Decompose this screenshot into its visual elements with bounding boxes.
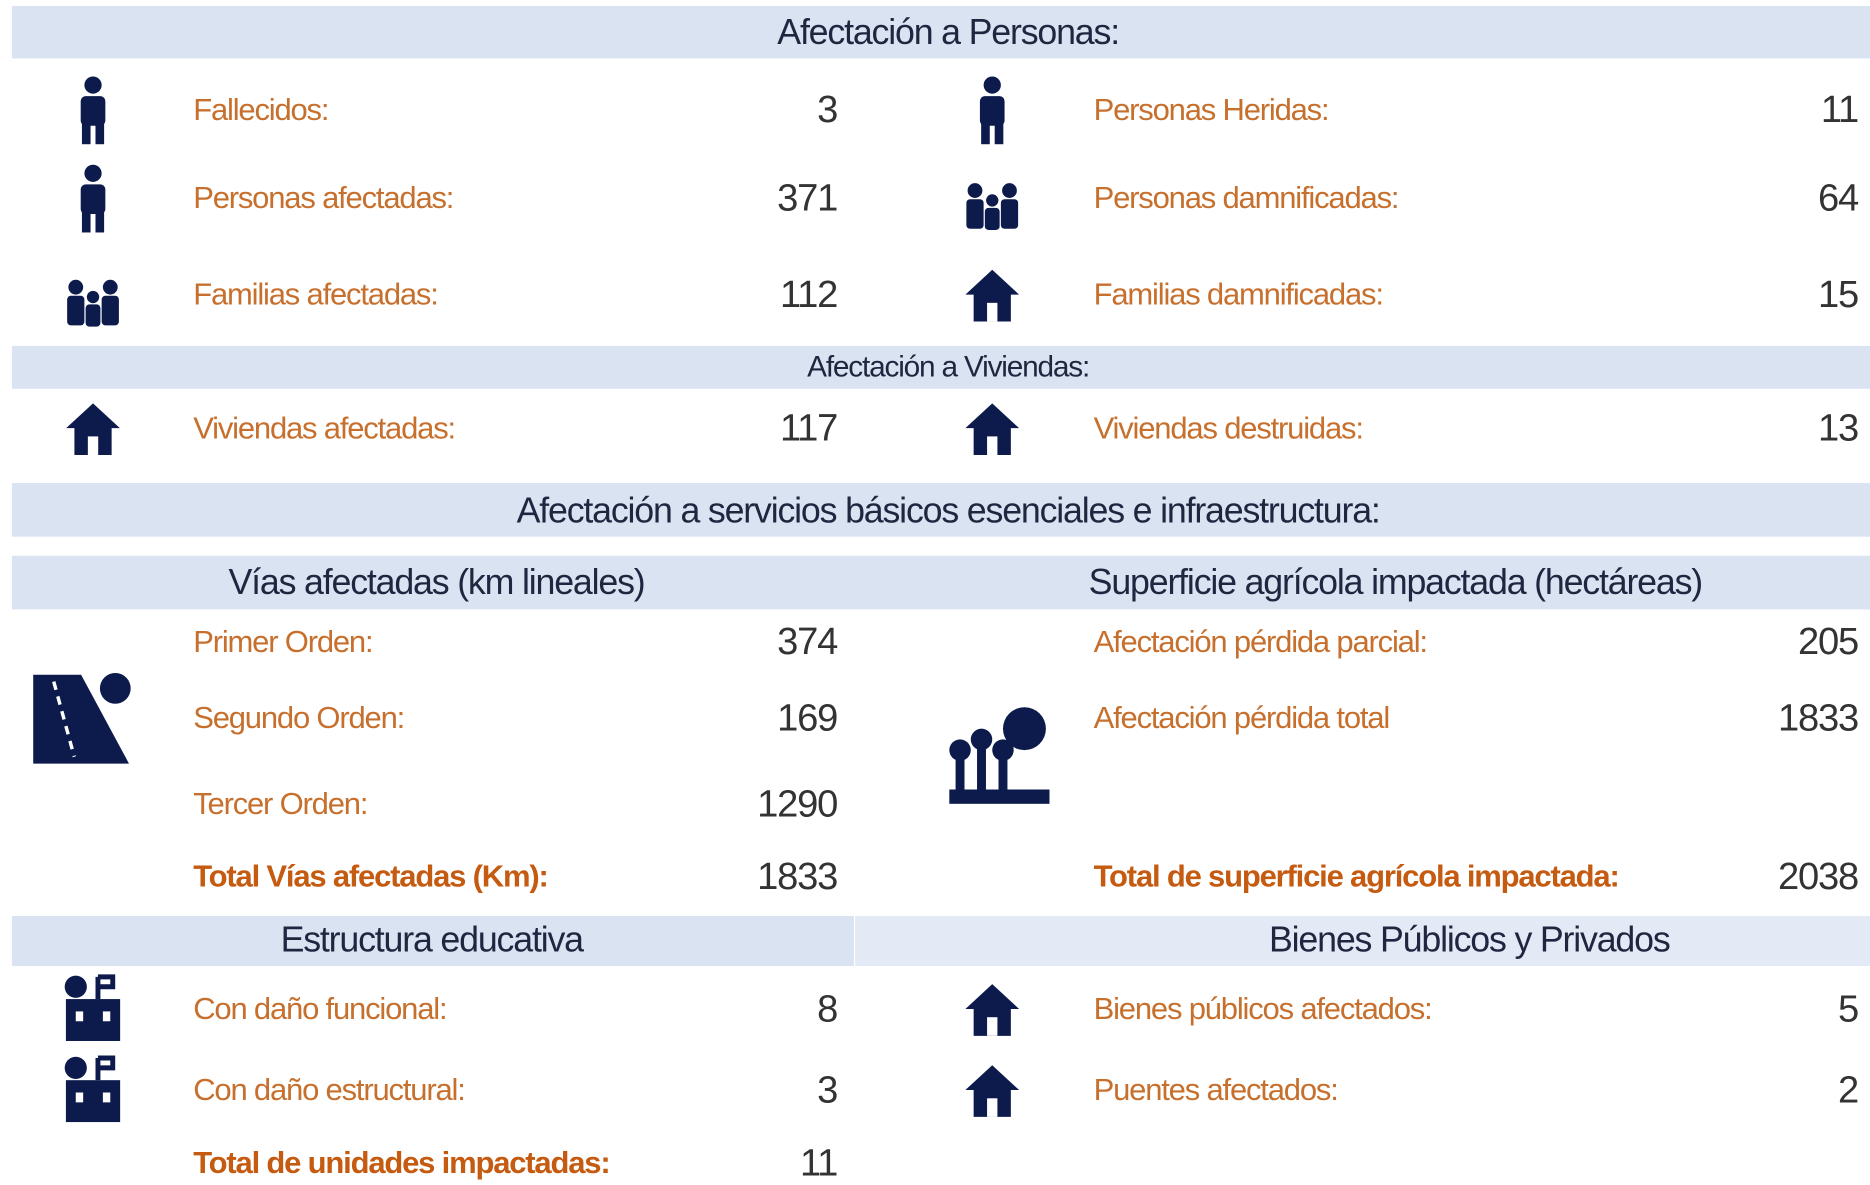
- row-label: Segundo Orden:: [193, 699, 405, 736]
- icon: [965, 984, 1020, 1036]
- icon: [64, 1055, 121, 1123]
- icon: [965, 403, 1020, 456]
- icon: [966, 183, 1019, 231]
- section-band: [855, 915, 1870, 967]
- row-value: 3: [817, 1067, 838, 1111]
- icon: [80, 164, 106, 233]
- section-title: Vías afectadas (km lineales): [228, 562, 645, 603]
- row-label: Fallecidos:: [193, 91, 329, 128]
- icon: [64, 974, 121, 1041]
- row-value: 11: [1820, 87, 1859, 131]
- row-value: 1290: [757, 781, 838, 825]
- row-value: 371: [777, 175, 838, 219]
- icon: [66, 403, 120, 456]
- row-label: Total de unidades impactadas:: [193, 1144, 610, 1181]
- row-label: Personas damnificadas:: [1093, 179, 1400, 216]
- icon: [80, 76, 106, 145]
- row-label: Total de superficie agrícola impactada:: [1093, 858, 1620, 894]
- icon: [965, 269, 1020, 322]
- row-label: Familias afectadas:: [193, 276, 439, 312]
- row-label: Afectación pérdida parcial:: [1093, 623, 1428, 659]
- row-label: Primer Orden:: [193, 623, 373, 659]
- row-value: 3: [817, 87, 838, 131]
- row-label: Personas afectadas:: [193, 179, 454, 216]
- row-label: Bienes públicos afectados:: [1093, 990, 1433, 1027]
- section-title: Estructura educativa: [280, 920, 585, 961]
- row-value: 15: [1818, 272, 1859, 316]
- row-value: 117: [779, 406, 838, 450]
- row-label: Puentes afectados:: [1093, 1071, 1339, 1108]
- row-value: 13: [1818, 406, 1859, 450]
- section-title: Afectación a Viviendas:: [807, 350, 1090, 384]
- row-value: 11: [799, 1140, 838, 1184]
- icon: [949, 707, 1050, 804]
- row-label: Viviendas afectadas:: [193, 409, 456, 446]
- icon: [965, 1065, 1020, 1117]
- row-value: 1833: [757, 854, 838, 898]
- row-label: Con daño estructural:: [193, 1071, 466, 1108]
- icon: [67, 279, 119, 327]
- row-value: 169: [777, 695, 838, 739]
- section-title: Afectación a servicios básicos esenciale…: [516, 491, 1381, 531]
- row-label: Viviendas destruidas:: [1093, 409, 1364, 446]
- section-band: [11, 345, 1870, 389]
- section-band: [11, 915, 854, 967]
- row-label: Personas Heridas:: [1093, 91, 1330, 128]
- section-band: [11, 5, 1870, 59]
- icon: [33, 672, 131, 764]
- row-value: 2038: [1777, 854, 1859, 898]
- row-value: 112: [779, 272, 838, 316]
- row-value: 374: [777, 619, 838, 663]
- icon: [979, 76, 1005, 145]
- row-value: 5: [1838, 986, 1859, 1030]
- row-label: Afectación pérdida total: [1093, 699, 1391, 736]
- row-label: Con daño funcional:: [193, 990, 447, 1027]
- row-label: Tercer Orden:: [193, 785, 368, 822]
- section-band: [11, 555, 1870, 610]
- row-value: 2: [1838, 1067, 1859, 1111]
- section-title: Bienes Públicos y Privados: [1269, 920, 1671, 961]
- row-label: Familias damnificadas:: [1093, 276, 1384, 312]
- section-title: Afectación a Personas:: [777, 13, 1120, 53]
- row-value: 8: [817, 986, 838, 1030]
- row-label: Total Vías afectadas (Km):: [193, 858, 549, 894]
- row-value: 64: [1818, 175, 1859, 219]
- section-band: [11, 483, 1870, 537]
- row-value: 1833: [1777, 695, 1859, 739]
- row-value: 205: [1797, 619, 1859, 663]
- section-title: Superficie agrícola impactada (hectáreas…: [1088, 562, 1704, 603]
